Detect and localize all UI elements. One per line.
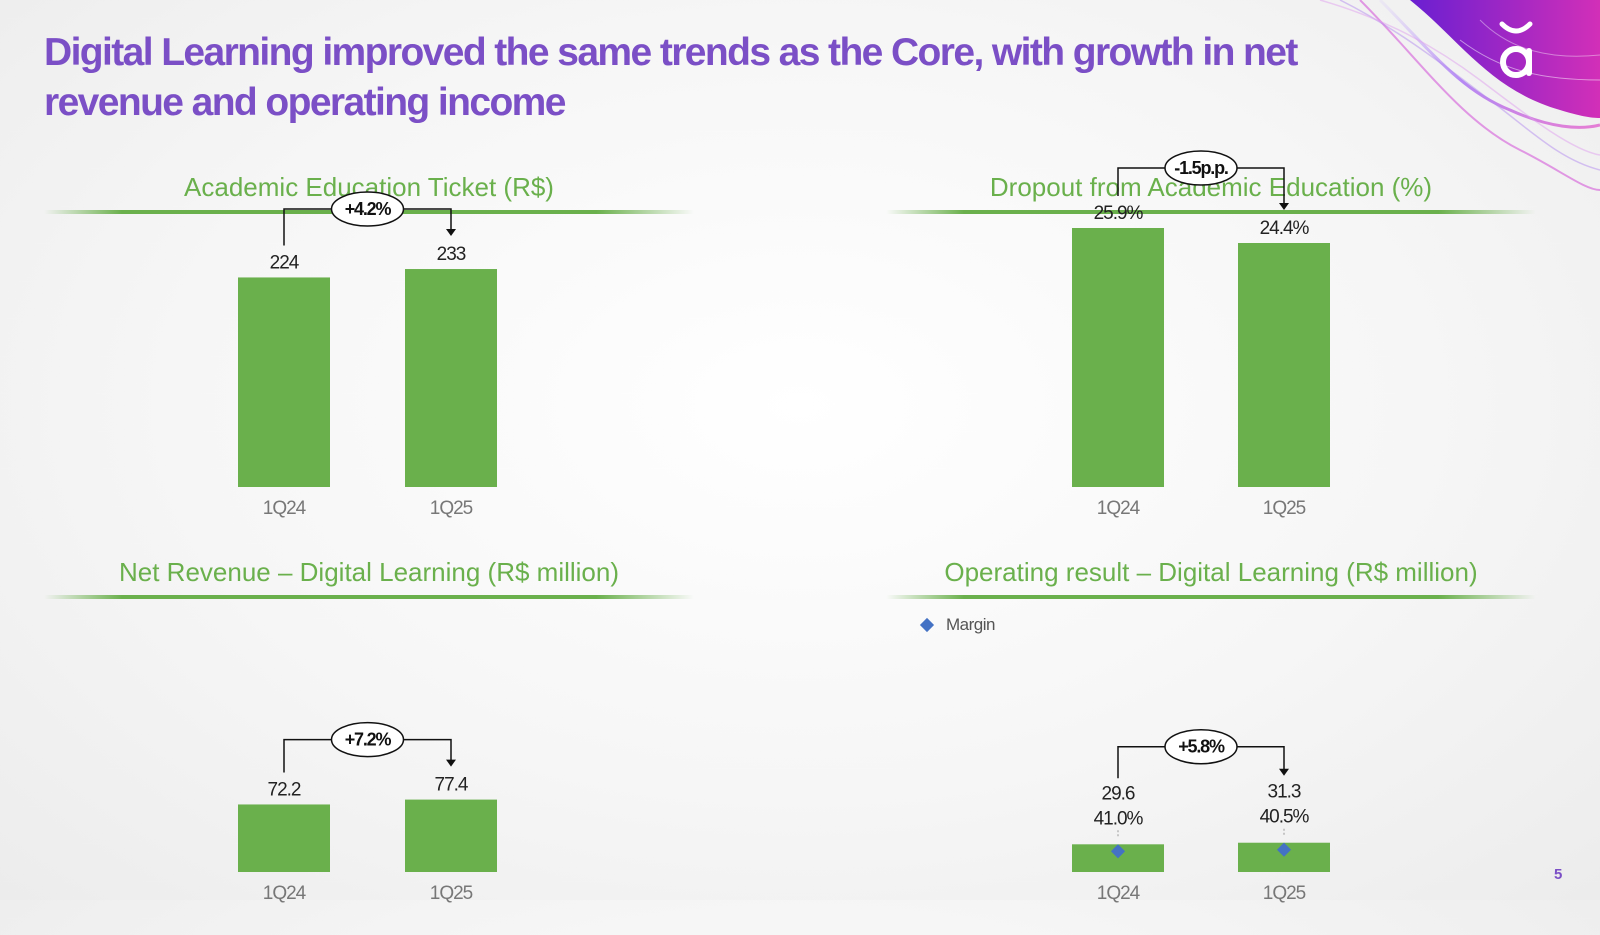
legend: Margin (919, 615, 995, 635)
bar-1q24 (238, 277, 330, 487)
bar-1q25 (405, 269, 497, 487)
x-tick-label: 1Q25 (1263, 883, 1306, 904)
x-tick-label: 1Q24 (263, 883, 307, 904)
change-label: +4.2% (345, 199, 392, 219)
legend-label: Margin (946, 615, 995, 634)
x-tick-label: 1Q24 (1097, 883, 1141, 904)
data-label-value: 233 (437, 244, 466, 265)
panel-divider (44, 595, 694, 599)
change-bracket-right (399, 208, 452, 231)
panel-operating-result: Operating result – Digital Learning (R$ … (886, 555, 1536, 935)
ticket-chart: 1Q24 224 1Q25 233 +4.2% (238, 191, 497, 519)
x-tick-label: 1Q25 (1263, 498, 1306, 519)
panel-dropout: Dropout from Academic Education (%) 1Q24… (886, 150, 1536, 550)
bar-1q25 (1238, 243, 1330, 487)
change-bracket-right (1233, 745, 1285, 770)
bar-1q24 (1072, 228, 1164, 487)
x-tick-label: 1Q25 (430, 498, 473, 519)
change-arrowhead (446, 759, 456, 767)
data-label-value: 24.4% (1260, 218, 1310, 239)
change-badge (330, 721, 405, 758)
data-label-value: 77.4 (435, 775, 469, 796)
data-label-margin: 41.0% (1094, 808, 1144, 829)
data-label-margin: 40.5% (1260, 807, 1310, 828)
data-label-value: 31.3 (1268, 782, 1301, 803)
slide-title: Digital Learning improved the same trend… (44, 31, 1298, 124)
change-label: +5.8% (1178, 737, 1225, 757)
change-badge (1164, 150, 1238, 186)
operating-result-chart: 1Q24 29.6 41.0% 1Q25 31.3 40.5% +5.8% (1072, 728, 1330, 904)
panel-net-revenue: Net Revenue – Digital Learning (R$ milli… (44, 555, 694, 935)
x-tick-label: 1Q24 (263, 498, 307, 519)
bar-1q25 (405, 799, 497, 872)
panel-title: Net Revenue – Digital Learning (R$ milli… (118, 557, 620, 587)
change-bracket-left (1117, 745, 1169, 779)
company-logo (1499, 21, 1533, 78)
change-badge (1164, 728, 1238, 765)
panel-divider (886, 210, 1536, 214)
change-bracket-right (399, 738, 452, 761)
net-revenue-chart: 1Q24 72.2 1Q25 77.4 +7.2% (238, 721, 497, 904)
change-label: -1.5p.p. (1174, 158, 1228, 178)
change-bracket-left (1117, 167, 1169, 196)
change-arrowhead (1279, 203, 1289, 210)
change-bracket-left (283, 208, 336, 246)
panel-title: Operating result – Digital Learning (R$ … (944, 557, 1478, 587)
data-label-value: 72.2 (268, 779, 301, 800)
page-number: 5 (1554, 866, 1563, 883)
panel-ticket: Academic Education Ticket (R$) 1Q24 224 1Q… (44, 170, 694, 550)
x-tick-label: 1Q25 (430, 883, 473, 904)
panel-divider (886, 595, 1536, 599)
margin-marker-diamond (1110, 844, 1126, 859)
change-arrowhead (446, 229, 456, 237)
change-bracket-right (1233, 167, 1285, 204)
x-tick-label: 1Q24 (1097, 498, 1141, 519)
dropout-chart: 1Q24 25.9% 1Q25 24.4% -1.5p.p. (1072, 150, 1330, 519)
change-badge (330, 191, 405, 227)
data-label-value: 25.9% (1094, 203, 1144, 224)
data-label-value: 29.6 (1102, 783, 1135, 804)
change-bracket-left (283, 738, 336, 773)
change-label: +7.2% (345, 730, 392, 750)
change-arrowhead (1279, 768, 1289, 776)
bar-1q24 (238, 804, 330, 872)
data-label-value: 224 (270, 252, 300, 273)
margin-marker-diamond (1276, 842, 1292, 857)
